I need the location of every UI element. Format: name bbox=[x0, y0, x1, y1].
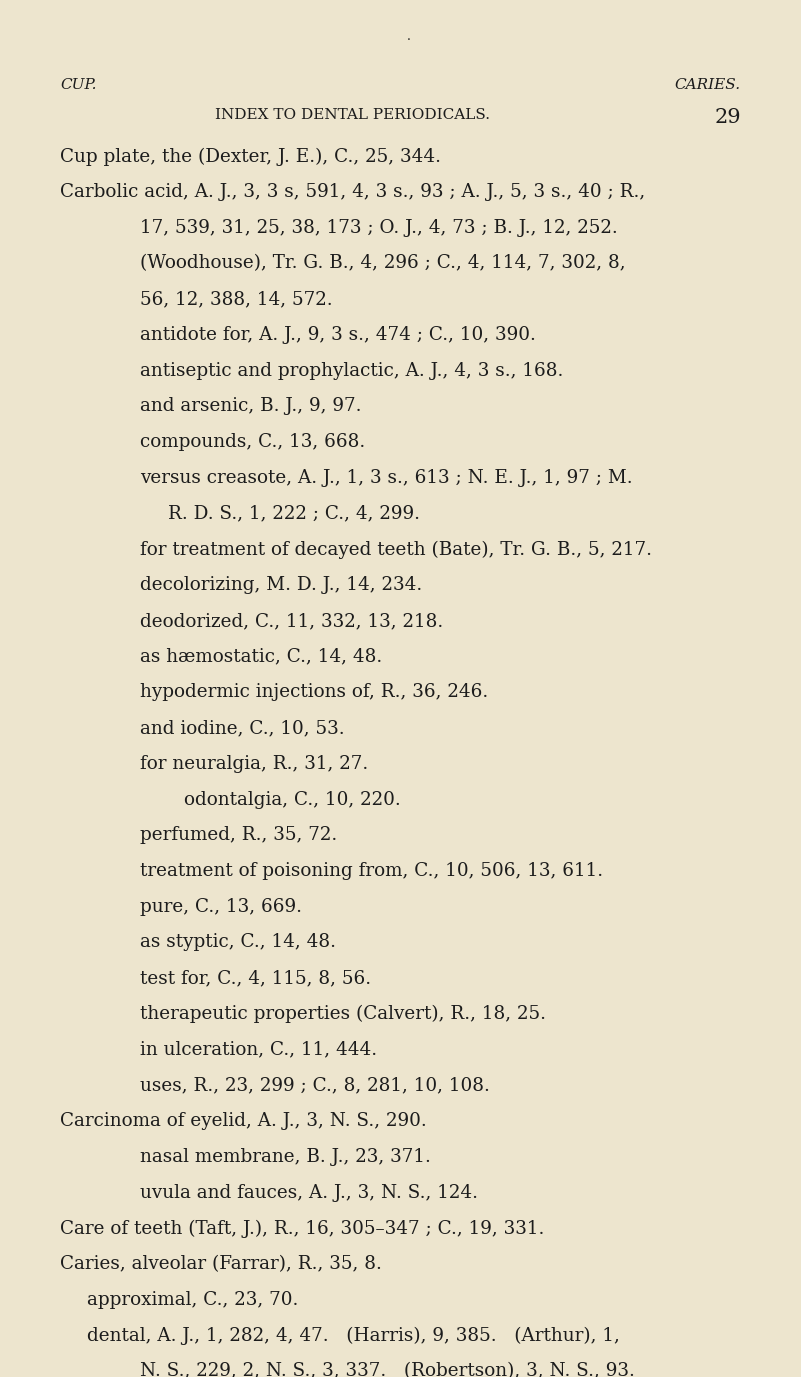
Text: Caries, alveolar (Farrar), R., 35, 8.: Caries, alveolar (Farrar), R., 35, 8. bbox=[60, 1254, 382, 1274]
Text: decolorizing, M. D. J., 14, 234.: decolorizing, M. D. J., 14, 234. bbox=[140, 576, 422, 593]
Text: in ulceration, C., 11, 444.: in ulceration, C., 11, 444. bbox=[140, 1041, 377, 1059]
Text: R. D. S., 1, 222 ; C., 4, 299.: R. D. S., 1, 222 ; C., 4, 299. bbox=[168, 505, 421, 523]
Text: deodorized, C., 11, 332, 13, 218.: deodorized, C., 11, 332, 13, 218. bbox=[140, 611, 444, 629]
Text: compounds, C., 13, 668.: compounds, C., 13, 668. bbox=[140, 434, 365, 452]
Text: perfumed, R., 35, 72.: perfumed, R., 35, 72. bbox=[140, 826, 337, 844]
Text: INDEX TO DENTAL PERIODICALS.: INDEX TO DENTAL PERIODICALS. bbox=[215, 107, 490, 123]
Text: uvula and fauces, A. J., 3, N. S., 124.: uvula and fauces, A. J., 3, N. S., 124. bbox=[140, 1184, 478, 1202]
Text: 56, 12, 388, 14, 572.: 56, 12, 388, 14, 572. bbox=[140, 291, 332, 308]
Text: for neuralgia, R., 31, 27.: for neuralgia, R., 31, 27. bbox=[140, 755, 368, 772]
Text: and iodine, C., 10, 53.: and iodine, C., 10, 53. bbox=[140, 719, 344, 737]
Text: (Woodhouse), Tr. G. B., 4, 296 ; C., 4, 114, 7, 302, 8,: (Woodhouse), Tr. G. B., 4, 296 ; C., 4, … bbox=[140, 255, 626, 273]
Text: Care of teeth (Taft, J.), R., 16, 305–347 ; C., 19, 331.: Care of teeth (Taft, J.), R., 16, 305–34… bbox=[60, 1220, 545, 1238]
Text: pure, C., 13, 669.: pure, C., 13, 669. bbox=[140, 898, 302, 916]
Text: as hæmostatic, C., 14, 48.: as hæmostatic, C., 14, 48. bbox=[140, 647, 382, 665]
Text: therapeutic properties (Calvert), R., 18, 25.: therapeutic properties (Calvert), R., 18… bbox=[140, 1005, 546, 1023]
Text: 17, 539, 31, 25, 38, 173 ; O. J., 4, 73 ; B. J., 12, 252.: 17, 539, 31, 25, 38, 173 ; O. J., 4, 73 … bbox=[140, 219, 618, 237]
Text: as styptic, C., 14, 48.: as styptic, C., 14, 48. bbox=[140, 934, 336, 952]
Text: N. S., 229, 2, N. S., 3, 337.   (Robertson), 3, N. S., 93.: N. S., 229, 2, N. S., 3, 337. (Robertson… bbox=[140, 1362, 635, 1377]
Text: antidote for, A. J., 9, 3 s., 474 ; C., 10, 390.: antidote for, A. J., 9, 3 s., 474 ; C., … bbox=[140, 326, 536, 344]
Text: for treatment of decayed teeth (Bate), Tr. G. B., 5, 217.: for treatment of decayed teeth (Bate), T… bbox=[140, 540, 652, 559]
Text: dental, A. J., 1, 282, 4, 47.   (Harris), 9, 385.   (Arthur), 1,: dental, A. J., 1, 282, 4, 47. (Harris), … bbox=[87, 1326, 619, 1345]
Text: ·: · bbox=[407, 33, 410, 47]
Text: and arsenic, B. J., 9, 97.: and arsenic, B. J., 9, 97. bbox=[140, 398, 362, 416]
Text: Cup plate, the (Dexter, J. E.), C., 25, 344.: Cup plate, the (Dexter, J. E.), C., 25, … bbox=[60, 147, 441, 165]
Text: uses, R., 23, 299 ; C., 8, 281, 10, 108.: uses, R., 23, 299 ; C., 8, 281, 10, 108. bbox=[140, 1077, 490, 1095]
Text: CARIES.: CARIES. bbox=[674, 77, 741, 92]
Text: odontalgia, C., 10, 220.: odontalgia, C., 10, 220. bbox=[184, 790, 401, 808]
Text: test for, C., 4, 115, 8, 56.: test for, C., 4, 115, 8, 56. bbox=[140, 969, 372, 987]
Text: 29: 29 bbox=[714, 107, 741, 127]
Text: nasal membrane, B. J., 23, 371.: nasal membrane, B. J., 23, 371. bbox=[140, 1148, 431, 1166]
Text: approximal, C., 23, 70.: approximal, C., 23, 70. bbox=[87, 1290, 298, 1308]
Text: CUP.: CUP. bbox=[60, 77, 97, 92]
Text: antiseptic and prophylactic, A. J., 4, 3 s., 168.: antiseptic and prophylactic, A. J., 4, 3… bbox=[140, 362, 564, 380]
Text: Carbolic acid, A. J., 3, 3 s, 591, 4, 3 s., 93 ; A. J., 5, 3 s., 40 ; R.,: Carbolic acid, A. J., 3, 3 s, 591, 4, 3 … bbox=[60, 183, 646, 201]
Text: Carcinoma of eyelid, A. J., 3, N. S., 290.: Carcinoma of eyelid, A. J., 3, N. S., 29… bbox=[60, 1113, 427, 1131]
Text: hypodermic injections of, R., 36, 246.: hypodermic injections of, R., 36, 246. bbox=[140, 683, 489, 701]
Text: treatment of poisoning from, C., 10, 506, 13, 611.: treatment of poisoning from, C., 10, 506… bbox=[140, 862, 603, 880]
Text: versus creasote, A. J., 1, 3 s., 613 ; N. E. J., 1, 97 ; M.: versus creasote, A. J., 1, 3 s., 613 ; N… bbox=[140, 470, 633, 487]
